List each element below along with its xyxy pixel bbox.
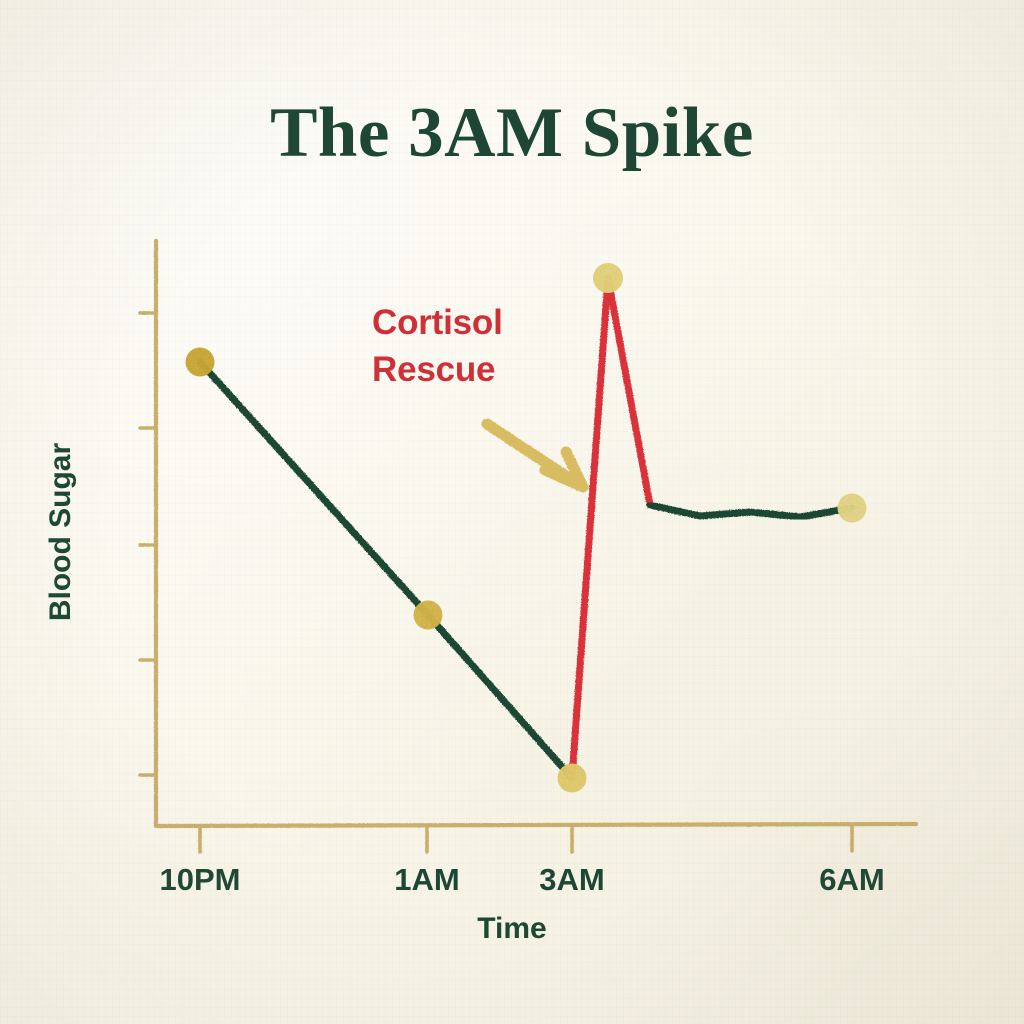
y-axis xyxy=(138,238,159,829)
annotation-cortisol-rescue: Cortisol Rescue xyxy=(372,300,503,393)
x-axis xyxy=(153,821,919,854)
data-point-marker xyxy=(593,263,623,293)
data-point-markers xyxy=(185,263,867,793)
page-title: The 3AM Spike xyxy=(270,94,754,172)
x-tick-label-3am: 3AM xyxy=(539,862,605,897)
annotation-line-1: Cortisol xyxy=(372,303,503,342)
data-point-marker xyxy=(185,347,215,377)
data-point-marker xyxy=(557,763,587,793)
x-tick-label-10pm: 10PM xyxy=(159,862,241,897)
y-axis-title: Blood Sugar xyxy=(44,442,77,622)
data-point-marker xyxy=(837,493,867,523)
annotation-arrow-icon xyxy=(481,418,589,493)
annotation-line-2: Rescue xyxy=(372,349,496,389)
x-tick-label-1am: 1AM xyxy=(394,862,460,897)
series-baseline-decline xyxy=(196,358,576,782)
x-axis-title: Time xyxy=(477,912,547,945)
data-point-marker xyxy=(413,600,443,630)
series-post-spike-plateau xyxy=(646,501,856,521)
x-tick-label-6am: 6AM xyxy=(819,862,885,897)
series-cortisol-spike xyxy=(568,274,654,782)
